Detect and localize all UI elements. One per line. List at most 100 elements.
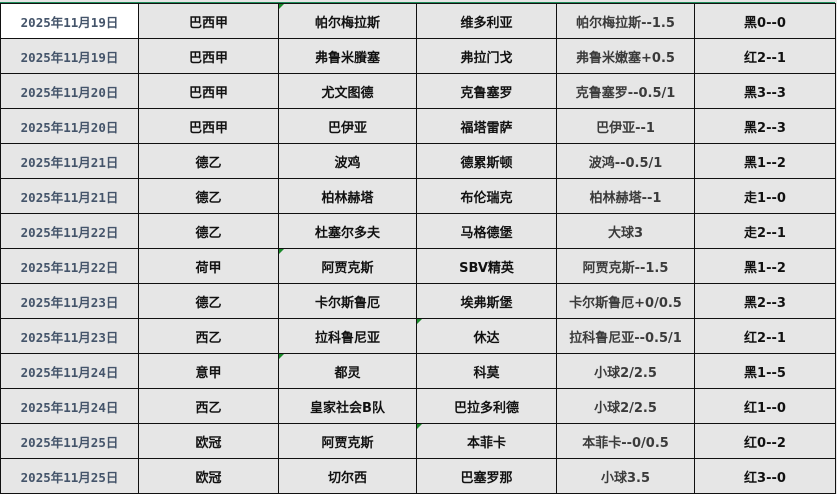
comment-indicator-icon [279, 4, 284, 9]
cell-home[interactable]: 都灵 [278, 353, 417, 389]
table-row: 2025年11月24日 西乙 皇家社会B队 巴拉多利德 小球2/2.5 红1--0 [0, 388, 836, 424]
table-row: 2025年11月23日 西乙 拉科鲁尼亚 休达 拉科鲁尼亚--0.5/1 红2--1 [0, 318, 836, 354]
cell-date[interactable]: 2025年11月24日 [0, 353, 139, 389]
cell-date[interactable]: 2025年11月23日 [0, 318, 139, 354]
cell-date[interactable]: 2025年11月20日 [0, 73, 139, 109]
cell-away[interactable]: 休达 [416, 318, 557, 354]
cell-home[interactable]: 尤文图德 [278, 73, 417, 109]
cell-result[interactable]: 黑1--5 [694, 353, 836, 389]
cell-away[interactable]: 弗拉门戈 [416, 38, 557, 74]
cell-handicap[interactable]: 波鸿--0.5/1 [556, 143, 695, 179]
cell-handicap[interactable]: 阿贾克斯--1.5 [556, 248, 695, 284]
cell-away[interactable]: 巴拉多利德 [416, 388, 557, 424]
cell-away[interactable]: 埃弗斯堡 [416, 283, 557, 319]
cell-handicap[interactable]: 克鲁塞罗--0.5/1 [556, 73, 695, 109]
cell-home[interactable]: 皇家社会B队 [278, 388, 417, 424]
cell-result[interactable]: 红3--0 [694, 458, 836, 494]
cell-date[interactable]: 2025年11月24日 [0, 388, 139, 424]
cell-league[interactable]: 巴西甲 [138, 3, 279, 39]
table-row: 2025年11月23日 德乙 卡尔斯鲁厄 埃弗斯堡 卡尔斯鲁厄+0/0.5 黑2--3 [0, 283, 836, 319]
cell-result[interactable]: 黑0--0 [694, 3, 836, 39]
cell-away[interactable]: 克鲁塞罗 [416, 73, 557, 109]
cell-home[interactable]: 巴伊亚 [278, 108, 417, 144]
cell-result[interactable]: 黑2--3 [694, 108, 836, 144]
cell-handicap[interactable]: 巴伊亚--1 [556, 108, 695, 144]
cell-league[interactable]: 欧冠 [138, 423, 279, 459]
cell-handicap[interactable]: 大球3 [556, 213, 695, 249]
cell-handicap[interactable]: 拉科鲁尼亚--0.5/1 [556, 318, 695, 354]
cell-handicap[interactable]: 小球3.5 [556, 458, 695, 494]
cell-date[interactable]: 2025年11月25日 [0, 458, 139, 494]
cell-date[interactable]: 2025年11月21日 [0, 178, 139, 214]
cell-away[interactable]: SBV精英 [416, 248, 557, 284]
cell-result[interactable]: 黑2--3 [694, 283, 836, 319]
cell-handicap[interactable]: 小球2/2.5 [556, 388, 695, 424]
cell-league[interactable]: 欧冠 [138, 458, 279, 494]
cell-handicap[interactable]: 柏林赫塔--1 [556, 178, 695, 214]
table-row: 2025年11月24日 意甲 都灵 科莫 小球2/2.5 黑1--5 [0, 353, 836, 389]
cell-date[interactable]: 2025年11月25日 [0, 423, 139, 459]
cell-away[interactable]: 马格德堡 [416, 213, 557, 249]
cell-result[interactable]: 红2--1 [694, 318, 836, 354]
cell-date[interactable]: 2025年11月23日 [0, 283, 139, 319]
cell-home[interactable]: 柏林赫塔 [278, 178, 417, 214]
cell-league[interactable]: 德乙 [138, 283, 279, 319]
cell-result[interactable]: 走2--1 [694, 213, 836, 249]
cell-league[interactable]: 西乙 [138, 388, 279, 424]
cell-home[interactable]: 切尔西 [278, 458, 417, 494]
cell-home[interactable]: 弗鲁米賸塞 [278, 38, 417, 74]
cell-home[interactable]: 波鸡 [278, 143, 417, 179]
table-row: 2025年11月21日 德乙 波鸡 德累斯顿 波鸿--0.5/1 黑1--2 [0, 143, 836, 179]
cell-home[interactable]: 卡尔斯鲁厄 [278, 283, 417, 319]
cell-league[interactable]: 德乙 [138, 213, 279, 249]
cell-home[interactable]: 阿贾克斯 [278, 248, 417, 284]
comment-indicator-icon [417, 424, 422, 429]
table-row: 2025年11月21日 德乙 柏林赫塔 布伦瑞克 柏林赫塔--1 走1--0 [0, 178, 836, 214]
cell-home[interactable]: 拉科鲁尼亚 [278, 318, 417, 354]
table-row: 2025年11月20日 巴西甲 巴伊亚 福塔雷萨 巴伊亚--1 黑2--3 [0, 108, 836, 144]
cell-handicap[interactable]: 弗鲁米嫩塞+0.5 [556, 38, 695, 74]
cell-result[interactable]: 黑1--2 [694, 248, 836, 284]
cell-result[interactable]: 黑3--3 [694, 73, 836, 109]
cell-home[interactable]: 帕尔梅拉斯 [278, 3, 417, 39]
cell-away[interactable]: 科莫 [416, 353, 557, 389]
cell-away[interactable]: 本菲卡 [416, 423, 557, 459]
cell-league[interactable]: 西乙 [138, 318, 279, 354]
cell-away[interactable]: 福塔雷萨 [416, 108, 557, 144]
cell-league[interactable]: 荷甲 [138, 248, 279, 284]
cell-handicap[interactable]: 帕尔梅拉斯--1.5 [556, 3, 695, 39]
cell-away[interactable]: 德累斯顿 [416, 143, 557, 179]
cell-home[interactable]: 阿贾克斯 [278, 423, 417, 459]
cell-handicap[interactable]: 本菲卡--0/0.5 [556, 423, 695, 459]
cell-result[interactable]: 红2--1 [694, 38, 836, 74]
cell-result[interactable]: 红0--2 [694, 423, 836, 459]
cell-date[interactable]: 2025年11月22日 [0, 248, 139, 284]
cell-date[interactable]: 2025年11月19日 [0, 3, 139, 39]
cell-home[interactable]: 杜塞尔多夫 [278, 213, 417, 249]
table-row: 2025年11月19日 巴西甲 弗鲁米賸塞 弗拉门戈 弗鲁米嫩塞+0.5 红2--1 [0, 38, 836, 74]
cell-handicap[interactable]: 小球2/2.5 [556, 353, 695, 389]
cell-away[interactable]: 维多利亚 [416, 3, 557, 39]
table-row: 2025年11月20日 巴西甲 尤文图德 克鲁塞罗 克鲁塞罗--0.5/1 黑3--3 [0, 73, 836, 109]
cell-result[interactable]: 红1--0 [694, 388, 836, 424]
cell-date[interactable]: 2025年11月19日 [0, 38, 139, 74]
cell-league[interactable]: 德乙 [138, 143, 279, 179]
cell-handicap[interactable]: 卡尔斯鲁厄+0/0.5 [556, 283, 695, 319]
cell-result[interactable]: 黑1--2 [694, 143, 836, 179]
cell-league[interactable]: 意甲 [138, 353, 279, 389]
cell-league[interactable]: 德乙 [138, 178, 279, 214]
cell-result[interactable]: 走1--0 [694, 178, 836, 214]
comment-indicator-icon [417, 319, 422, 324]
cell-date[interactable]: 2025年11月20日 [0, 108, 139, 144]
comment-indicator-icon [279, 354, 284, 359]
cell-away[interactable]: 巴塞罗那 [416, 458, 557, 494]
table-row: 2025年11月25日 欧冠 阿贾克斯 本菲卡 本菲卡--0/0.5 红0--2 [0, 423, 836, 459]
cell-league[interactable]: 巴西甲 [138, 73, 279, 109]
cell-date[interactable]: 2025年11月22日 [0, 213, 139, 249]
cell-away[interactable]: 布伦瑞克 [416, 178, 557, 214]
table-row: 2025年11月25日 欧冠 切尔西 巴塞罗那 小球3.5 红3--0 [0, 458, 836, 494]
cell-league[interactable]: 巴西甲 [138, 108, 279, 144]
cell-date[interactable]: 2025年11月21日 [0, 143, 139, 179]
cell-league[interactable]: 巴西甲 [138, 38, 279, 74]
